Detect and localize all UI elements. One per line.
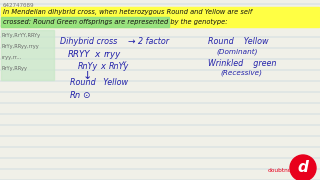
Circle shape [290, 155, 316, 180]
Text: RrYy,RrYY,RRYy: RrYy,RrYY,RRYy [2, 33, 41, 38]
Text: y: y [122, 60, 125, 65]
Text: RnYy: RnYy [78, 62, 98, 71]
Text: rryy: rryy [104, 50, 121, 59]
Text: doubtnut: doubtnut [268, 168, 294, 174]
Text: x: x [100, 62, 105, 71]
Text: d: d [298, 161, 308, 176]
Text: In Mendelian dihybrid cross, when heterozygous Round and Yellow are self: In Mendelian dihybrid cross, when hetero… [3, 9, 252, 15]
Text: Round    Yellow: Round Yellow [208, 37, 268, 46]
Text: x: x [94, 50, 100, 59]
Text: RnYy: RnYy [109, 62, 129, 71]
Bar [1, 7, 319, 17]
Text: Rn: Rn [70, 91, 81, 100]
Text: Round   Yellow: Round Yellow [70, 78, 128, 87]
Text: rryy,rr...: rryy,rr... [2, 55, 22, 60]
Text: Dihybrid cross: Dihybrid cross [60, 37, 117, 46]
Text: RrYy,RRyy: RrYy,RRyy [2, 66, 28, 71]
Bar [1, 17, 319, 27]
Text: →: → [128, 37, 135, 46]
Bar [1, 17, 169, 27]
Text: (Dominant): (Dominant) [216, 48, 258, 55]
Text: ↓: ↓ [83, 71, 92, 81]
Text: 642747089: 642747089 [3, 3, 35, 8]
Text: (Recessive): (Recessive) [220, 70, 262, 76]
Text: ⊙: ⊙ [82, 91, 90, 100]
Text: Wrinkled    green: Wrinkled green [208, 59, 276, 68]
Text: RRYY: RRYY [68, 50, 91, 59]
Text: RrYy,RRyy,rryy: RrYy,RRyy,rryy [2, 44, 40, 49]
Text: 2 factor: 2 factor [138, 37, 169, 46]
Text: crossed: Round Green offsprings are represented by the genotype:: crossed: Round Green offsprings are repr… [3, 19, 228, 25]
Bar [1, 30, 54, 80]
